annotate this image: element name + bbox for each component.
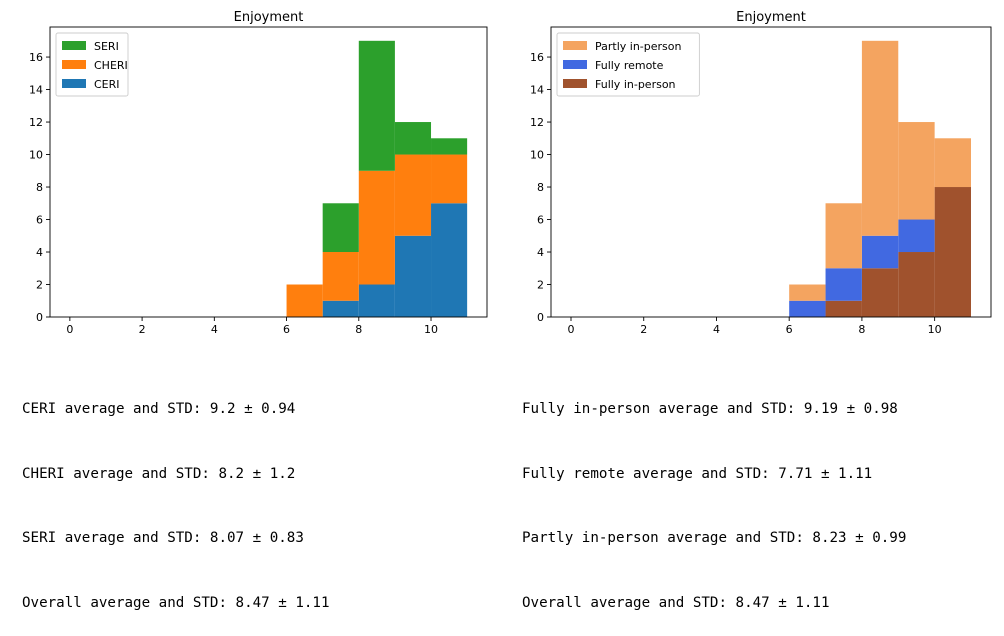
histogram-bar — [898, 219, 935, 253]
stats-summary-format: Fully in-person average and STD: 9.19 ± … — [522, 356, 906, 636]
plot-frame — [550, 26, 992, 318]
histogram-bar — [322, 203, 359, 253]
x-tick-label: 4 — [713, 323, 720, 336]
x-tick-label: 10 — [424, 323, 438, 336]
stats-line: Overall average and STD: 8.47 ± 1.11 — [22, 594, 330, 611]
y-tick-label: 14 — [29, 84, 43, 97]
stats-line: CERI average and STD: 9.2 ± 0.94 — [22, 401, 296, 417]
legend-swatch — [563, 41, 587, 50]
stats-line: CHERI average and STD: 8.2 ± 1.2 — [22, 465, 296, 482]
legend-label: CHERI — [94, 59, 128, 72]
chart-title: Enjoyment — [234, 10, 304, 25]
stats-line: Partly in-person average and STD: 8.23 ±… — [522, 530, 907, 546]
legend-label: SERI — [94, 40, 119, 53]
y-tick-label: 12 — [530, 116, 544, 129]
histogram-bar — [394, 235, 432, 317]
x-tick-label: 8 — [858, 323, 865, 336]
histogram-bar — [322, 300, 359, 317]
y-tick-label: 6 — [537, 214, 544, 227]
histogram-bar — [825, 300, 862, 317]
x-tick-label: 6 — [283, 323, 290, 336]
y-tick-label: 2 — [537, 279, 544, 292]
legend-label: Partly in-person — [595, 40, 682, 53]
legend-swatch — [62, 41, 86, 50]
stats-line: Overall average and STD: 8.47 ± 1.11 — [522, 594, 830, 611]
histogram-bar — [825, 268, 862, 301]
histogram-bar — [431, 138, 468, 155]
plot-frame — [49, 26, 488, 318]
histogram-bar — [358, 170, 395, 285]
stats-line: SERI average and STD: 8.07 ± 0.83 — [22, 530, 304, 546]
x-tick-label: 2 — [640, 323, 647, 336]
y-tick-label: 16 — [530, 51, 544, 64]
legend-swatch — [563, 60, 587, 69]
enjoyment-histogram-by-format: Enjoyment 0 2 4 6 8 10 0 2 4 6 8 10 12 14 16 Partly in-p… — [530, 10, 992, 336]
legend-swatch — [563, 79, 587, 88]
y-tick-label: 16 — [29, 51, 43, 64]
histogram-bar — [861, 40, 899, 236]
x-tick-label: 8 — [355, 323, 362, 336]
y-tick-label: 0 — [36, 311, 43, 324]
y-tick-label: 8 — [36, 181, 43, 194]
legend-label: CERI — [94, 78, 120, 91]
y-tick-label: 10 — [530, 149, 544, 162]
stats-line: Fully remote average and STD: 7.71 ± 1.1… — [522, 465, 873, 482]
legend-label: Fully in-person — [595, 78, 676, 91]
histogram-bar — [358, 284, 395, 317]
y-tick-label: 10 — [29, 149, 43, 162]
y-tick-label: 6 — [36, 214, 43, 227]
y-tick-label: 14 — [530, 84, 544, 97]
enjoyment-histogram-by-program: Enjoyment 0 2 4 6 8 10 0 2 4 6 8 10 12 14 16 SERI CHERI CE… — [29, 10, 488, 336]
legend-label: Fully remote — [595, 59, 664, 72]
x-tick-label: 0 — [66, 323, 73, 336]
y-tick-label: 4 — [36, 246, 43, 259]
x-tick-label: 6 — [786, 323, 793, 336]
stats-line: Fully in-person average and STD: 9.19 ± … — [522, 401, 898, 417]
histogram-bar — [861, 268, 899, 317]
histogram-bar — [825, 203, 862, 269]
chart-title: Enjoyment — [736, 10, 806, 25]
histogram-bar — [394, 122, 432, 155]
x-tick-label: 2 — [139, 323, 146, 336]
histogram-bar — [431, 203, 468, 317]
histogram-bar — [789, 300, 826, 317]
histogram-bar — [394, 154, 432, 236]
histogram-bar — [898, 252, 935, 317]
stats-summary-program: CERI average and STD: 9.2 ± 0.94 CHERI a… — [22, 356, 330, 636]
histogram-bar — [358, 40, 395, 171]
histogram-bar — [431, 154, 468, 204]
histogram-bar — [898, 122, 935, 220]
legend-swatch — [62, 60, 86, 69]
histogram-bar — [934, 138, 971, 188]
x-tick-label: 10 — [928, 323, 942, 336]
histogram-bar — [861, 235, 899, 269]
histogram-bar — [286, 284, 323, 317]
y-tick-label: 0 — [537, 311, 544, 324]
histogram-bar — [934, 187, 971, 317]
histogram-bar — [322, 252, 359, 301]
x-tick-label: 0 — [568, 323, 575, 336]
histogram-bar — [789, 284, 826, 301]
y-tick-label: 8 — [537, 181, 544, 194]
x-tick-label: 4 — [211, 323, 218, 336]
legend-box — [556, 32, 700, 97]
legend-swatch — [62, 79, 86, 88]
y-tick-label: 12 — [29, 116, 43, 129]
y-tick-label: 2 — [36, 279, 43, 292]
y-tick-label: 4 — [537, 246, 544, 259]
